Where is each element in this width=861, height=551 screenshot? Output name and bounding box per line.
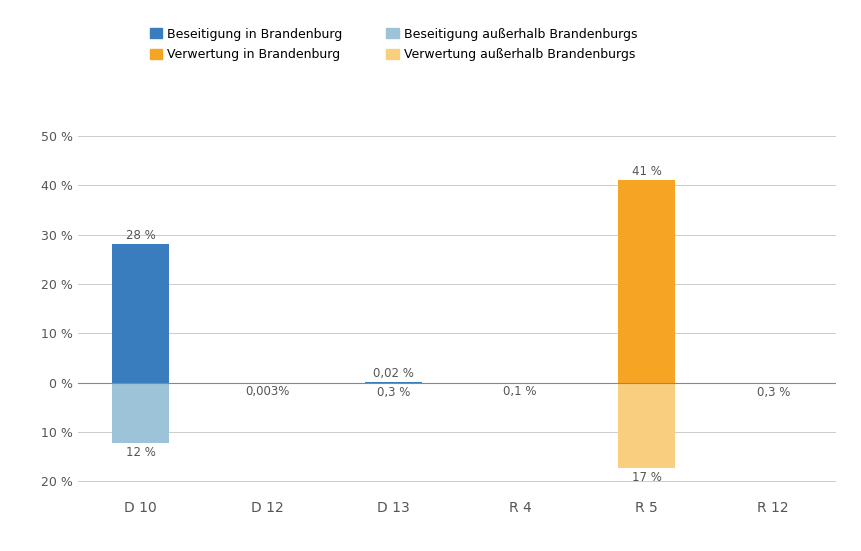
Text: 0,1 %: 0,1 %	[503, 386, 536, 398]
Text: 28 %: 28 %	[126, 229, 155, 242]
Text: 12 %: 12 %	[126, 446, 155, 458]
Text: 17 %: 17 %	[631, 471, 661, 484]
Text: 0,3 %: 0,3 %	[756, 386, 789, 399]
Bar	[617, 180, 674, 382]
Bar	[365, 382, 422, 384]
Legend: Beseitigung in Brandenburg, Verwertung in Brandenburg, Beseitigung außerhalb Bra: Beseitigung in Brandenburg, Verwertung i…	[145, 23, 641, 66]
Text: 0,02 %: 0,02 %	[373, 367, 413, 380]
Text: 41 %: 41 %	[631, 165, 661, 178]
Text: 0,003%: 0,003%	[245, 385, 289, 398]
Bar	[617, 382, 674, 468]
Text: 0,3 %: 0,3 %	[376, 386, 410, 399]
Bar	[744, 382, 801, 384]
Bar	[112, 245, 169, 382]
Bar	[112, 382, 169, 443]
